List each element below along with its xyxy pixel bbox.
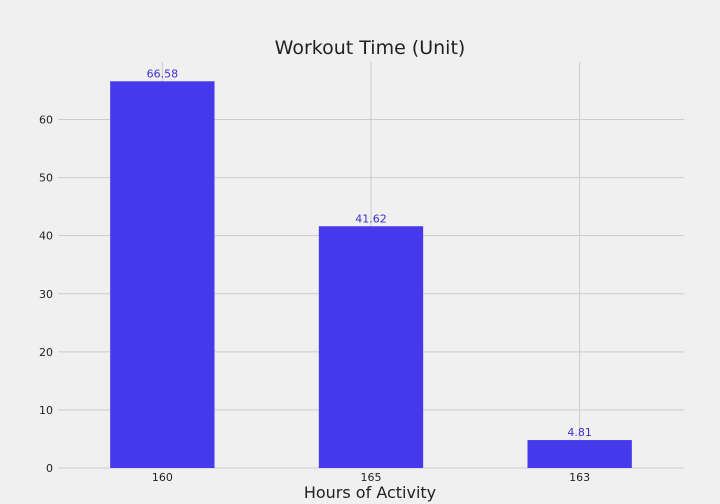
y-tick-label: 60 bbox=[39, 114, 53, 127]
bar-value-label: 66.58 bbox=[147, 67, 179, 80]
y-tick-label: 10 bbox=[39, 404, 53, 417]
bar-layer bbox=[110, 81, 632, 469]
bar bbox=[527, 440, 632, 468]
x-tick-label: 165 bbox=[361, 471, 382, 484]
x-tick-label: 163 bbox=[569, 471, 590, 484]
bar-value-label: 4.81 bbox=[567, 426, 592, 439]
y-tick-label: 40 bbox=[39, 230, 53, 243]
y-tick-label: 20 bbox=[39, 346, 53, 359]
bar bbox=[318, 226, 424, 468]
y-tick-label: 30 bbox=[39, 288, 53, 301]
x-tick-label: 160 bbox=[152, 471, 173, 484]
tick-layer: 0 10 20 30 40 50 60 160 165 163 bbox=[39, 114, 590, 484]
y-tick-label: 50 bbox=[39, 172, 53, 185]
bar-value-label: 41.62 bbox=[355, 212, 387, 225]
x-axis-label: Hours of Activity bbox=[304, 483, 436, 502]
y-tick-label: 0 bbox=[46, 462, 53, 475]
label-layer: 66.58 41.62 4.81 bbox=[147, 67, 592, 439]
bar bbox=[110, 81, 215, 469]
chart-title: Workout Time (Unit) bbox=[275, 37, 466, 59]
